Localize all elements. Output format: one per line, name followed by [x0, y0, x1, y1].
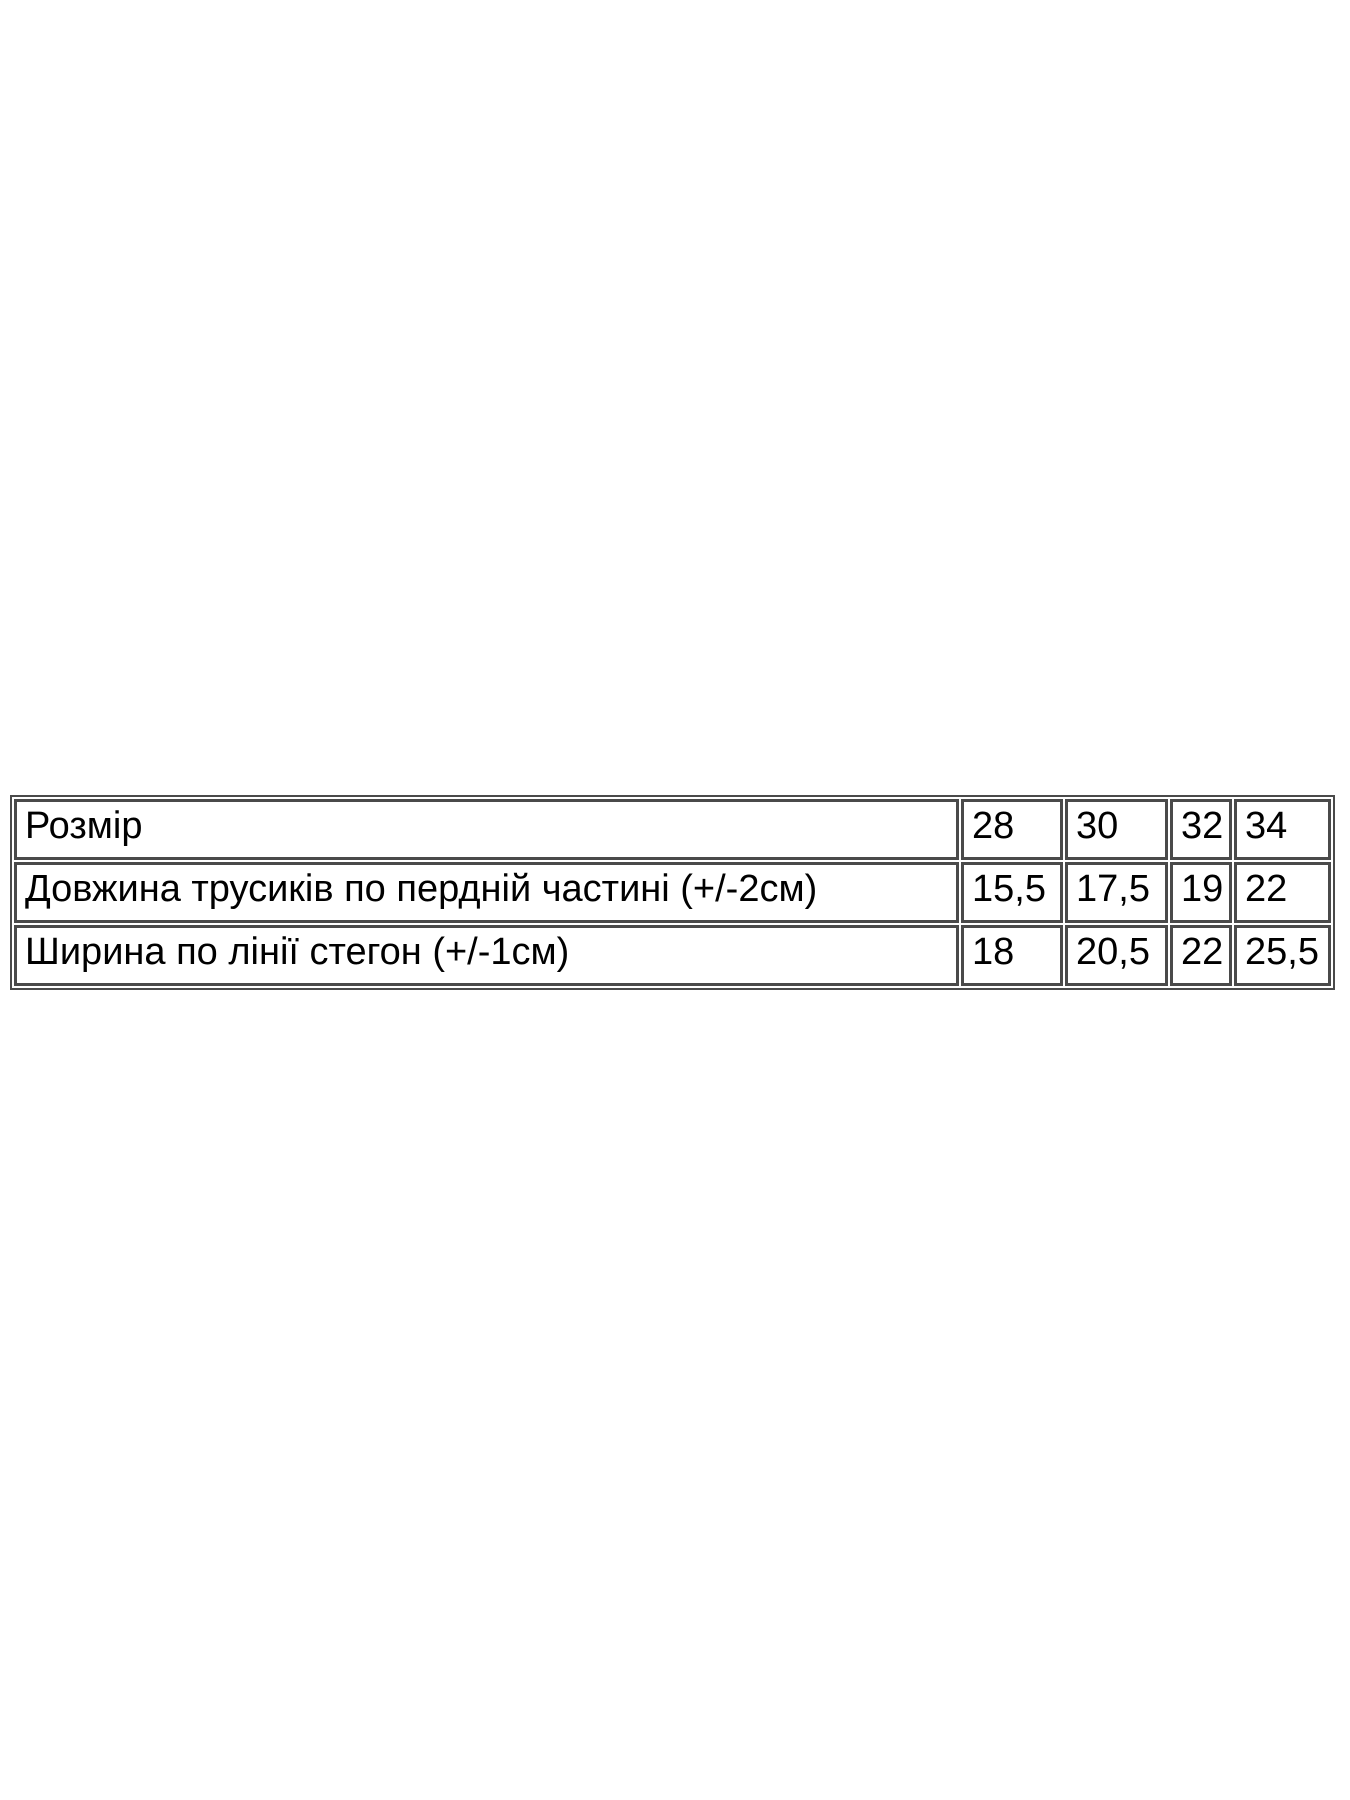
cell-front-length-col2: 17,5	[1065, 862, 1168, 923]
cell-size-col1: 28	[961, 799, 1063, 860]
cell-front-length-col3: 19	[1170, 862, 1232, 923]
table-row-hip-width: Ширина по лінії стегон (+/-1см) 18 20,5 …	[14, 925, 1331, 986]
cell-size-col3: 32	[1170, 799, 1232, 860]
cell-front-length-col1: 15,5	[961, 862, 1063, 923]
row-label-hip-width: Ширина по лінії стегон (+/-1см)	[14, 925, 959, 986]
table-row-front-length: Довжина трусиків по пердній частині (+/-…	[14, 862, 1331, 923]
cell-hip-width-col2: 20,5	[1065, 925, 1168, 986]
cell-hip-width-col3: 22	[1170, 925, 1232, 986]
cell-size-col2: 30	[1065, 799, 1168, 860]
cell-hip-width-col4: 25,5	[1234, 925, 1331, 986]
cell-hip-width-col1: 18	[961, 925, 1063, 986]
row-label-size: Розмір	[14, 799, 959, 860]
table-row-size: Розмір 28 30 32 34	[14, 799, 1331, 860]
cell-size-col4: 34	[1234, 799, 1331, 860]
row-label-front-length: Довжина трусиків по пердній частині (+/-…	[14, 862, 959, 923]
size-chart-table: Розмір 28 30 32 34 Довжина трусиків по п…	[10, 795, 1335, 990]
cell-front-length-col4: 22	[1234, 862, 1331, 923]
